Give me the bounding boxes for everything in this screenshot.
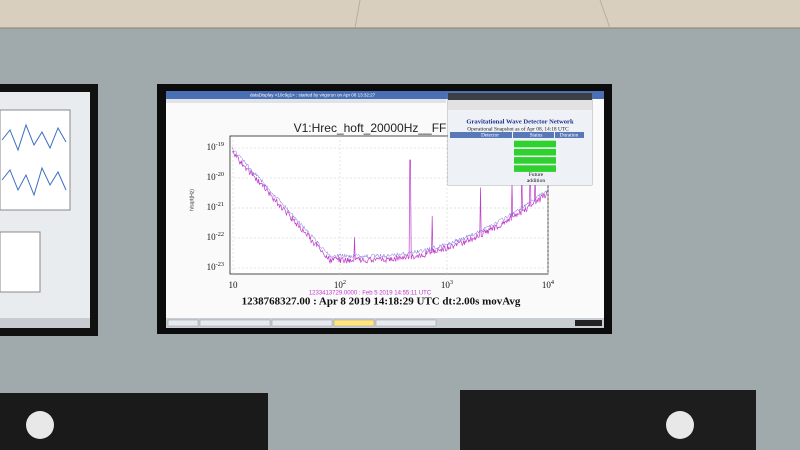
tick-exp: -19: [216, 141, 224, 148]
header-text: Status: [530, 132, 543, 138]
left-plot: [0, 109, 71, 211]
header-cell: [450, 132, 512, 138]
status-cell: [514, 157, 556, 164]
task: [167, 319, 199, 327]
header-cell: [513, 132, 554, 138]
status-page: [448, 110, 592, 185]
status-word: Future: [529, 172, 544, 178]
header-text: Duration: [560, 132, 579, 138]
x-ticks: 10 102 103 104: [229, 279, 555, 290]
status-cell: [514, 148, 556, 156]
tick-label: 10-19: [207, 141, 224, 152]
reference-trace: [231, 146, 548, 259]
tick-base: 10: [207, 202, 217, 212]
ceiling-seam: [354, 0, 361, 29]
left-trace: [1, 123, 67, 152]
tick-label: 103: [441, 279, 453, 290]
tick-label: 10-20: [207, 171, 224, 182]
status-titlebar: [448, 93, 592, 100]
tick-exp: -21: [216, 201, 224, 208]
tick-exp: 2: [343, 279, 346, 286]
tick-exp: 4: [551, 279, 555, 286]
status-title: Gravitational Wave Detector Network: [466, 119, 574, 126]
reflection: [26, 411, 54, 439]
status-word: addition: [527, 178, 546, 184]
reflection: [666, 411, 694, 439]
status-cell: [514, 140, 556, 148]
title-bar: [166, 91, 604, 99]
spectrum-trace: [231, 147, 548, 265]
left-taskbar: [0, 318, 90, 328]
gps-time: 1238768327.00 : Apr 8 2019 14:18:29 UTC …: [242, 296, 521, 308]
tick-exp: -22: [216, 231, 224, 238]
ceiling-seam: [599, 0, 611, 29]
tick-base: 10: [207, 232, 217, 242]
task: [199, 319, 271, 327]
status-text: Future addition: [527, 172, 546, 184]
task: [271, 319, 333, 327]
tick-base: 10: [542, 280, 552, 290]
tick-label: 10-22: [207, 231, 224, 242]
ceiling: [0, 0, 800, 28]
tick-exp: 3: [450, 279, 453, 286]
y-axis-label: h/sqrt(Hz): [189, 189, 195, 211]
tick-label: 102: [334, 279, 346, 290]
task: [333, 319, 375, 327]
tick-label: 10-23: [207, 261, 224, 272]
tick-base: 10: [207, 142, 217, 152]
bottom-monitor: [460, 390, 756, 450]
clock: [575, 320, 602, 326]
tick-label: 10-21: [207, 201, 224, 212]
status-table: Detector Status Duration Future addition: [450, 132, 584, 184]
plot-title: V1:Hrec_hoft_20000Hz__FF: [294, 121, 447, 135]
tick-base: 10: [441, 280, 451, 290]
tick-label: 10: [229, 280, 239, 290]
status-subtitle: Operational Snapshot as of Apr 08, 14:18…: [467, 126, 569, 133]
tick-exp: -20: [216, 171, 224, 178]
header-cell: [555, 132, 584, 138]
tick-label: 104: [542, 279, 555, 290]
browser-bar: [448, 100, 592, 110]
status-cell: [514, 165, 556, 172]
tick-base: 10: [229, 280, 239, 290]
task: [375, 319, 437, 327]
tick-base: 10: [334, 280, 344, 290]
tick-base: 10: [207, 262, 217, 272]
left-trace: [1, 166, 67, 197]
left-plot: [0, 231, 41, 293]
window-title: dataDisplay <10c9g1> : started by virgor…: [250, 93, 376, 98]
tick-exp: -23: [216, 261, 224, 268]
header-text: Detector: [481, 132, 499, 138]
menu-bar: [166, 99, 446, 103]
reference-time: 1233413729.0000 : Feb 5 2019 14:55:11 UT…: [309, 291, 432, 297]
tick-base: 10: [207, 172, 217, 182]
